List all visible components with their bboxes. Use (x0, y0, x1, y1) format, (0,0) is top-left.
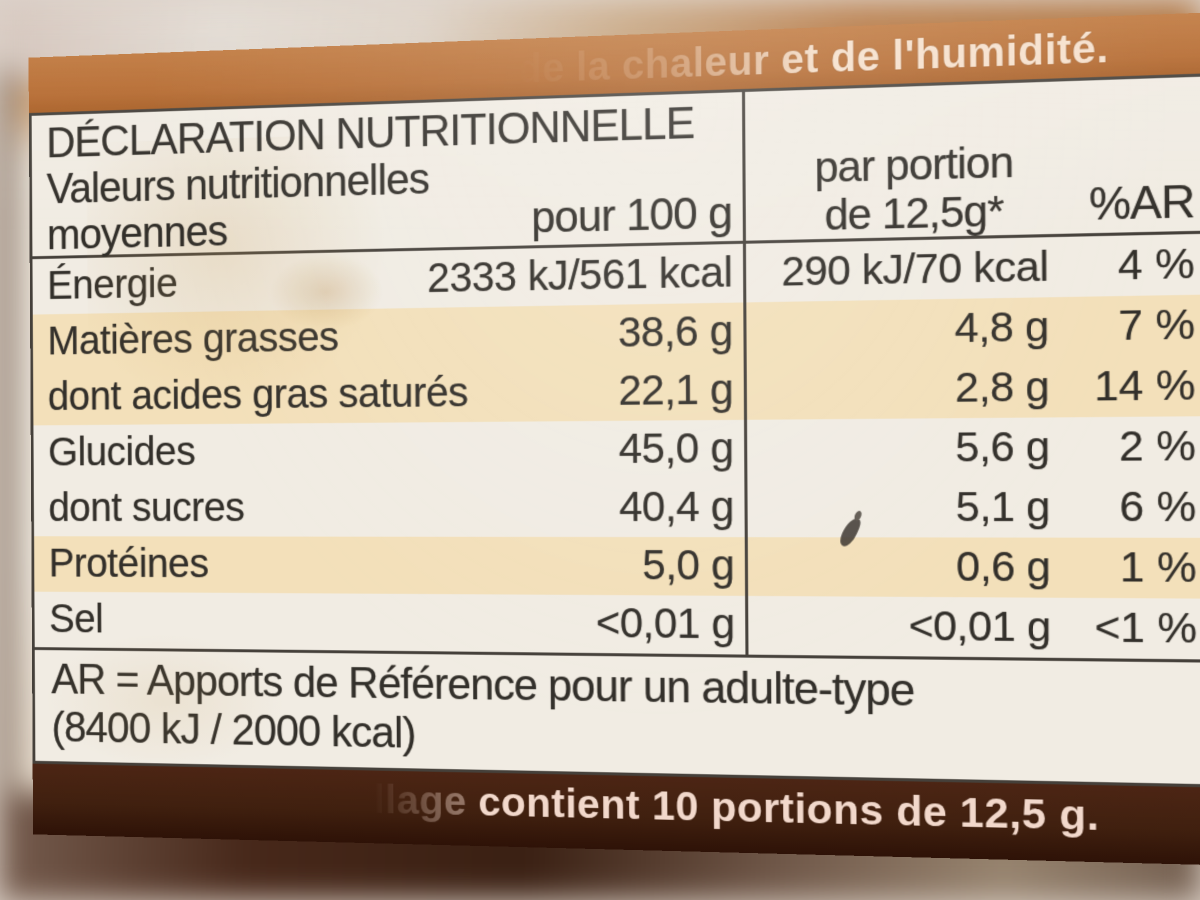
row-left-cell: Matières grasses 38,6 g (33, 307, 743, 370)
nutrient-label: Glucides (48, 428, 196, 475)
per-100g-value: 2333 kJ/561 kcal (427, 248, 733, 301)
header-right-cell: par portion de 12,5g* %AR (741, 76, 1200, 241)
per-portion-line1: par portion (814, 137, 1014, 192)
per-100g-value: 22,1 g (618, 365, 734, 414)
per-100g-value: 45,0 g (618, 423, 734, 472)
per-portion-value: <0,01 g (908, 601, 1051, 651)
table-body: Énergie 2333 kJ/561 kcal 290 kJ/70 kcal … (32, 233, 1200, 663)
row-left-cell: Protéines 5,0 g (34, 540, 744, 596)
portions-info-text: llage contient 10 portions de 12,5 g. (374, 776, 1100, 840)
row-right-cell: 5,6 g 2 % (743, 416, 1200, 479)
percent-ar-value: 4 % (1117, 239, 1195, 289)
blurred-left-edge (0, 70, 16, 830)
per-portion-value: 290 kJ/70 kcal (781, 242, 1049, 295)
nutrient-label: Énergie (47, 259, 178, 308)
row-left-cell: dont acides gras saturés 22,1 g (33, 365, 743, 425)
nutrient-label: Protéines (48, 540, 209, 586)
nutrient-label: dont sucres (48, 484, 245, 530)
row-right-cell: 0,6 g 1 % (744, 537, 1200, 599)
per-portion-value: 4,8 g (954, 302, 1049, 352)
table-row-sucres: dont sucres 40,4 g 5,1 g 6 % (34, 477, 1200, 538)
row-right-cell: <0,01 g <1 % (744, 595, 1200, 660)
table-row-glucides: Glucides 45,0 g 5,6 g 2 % (33, 416, 1200, 481)
row-left-cell: dont sucres 40,4 g (34, 483, 744, 538)
per-portion-value: 5,1 g (955, 482, 1051, 531)
per-100g-value: 5,0 g (642, 541, 735, 589)
portions-info-main: contient 10 portions de 12,5 g. (478, 778, 1100, 840)
column-header-per-100g: pour 100 g (531, 188, 733, 243)
nutrient-label: dont acides gras saturés (47, 368, 469, 419)
nutrition-declaration-label: DÉCLARATION NUTRITIONNELLE Valeurs nutri… (28, 73, 1200, 788)
per-portion-line2: de 12,5g* (824, 186, 1004, 239)
per-portion-value: 2,8 g (954, 362, 1050, 411)
per-portion-value: 5,6 g (955, 422, 1050, 471)
table-footnote: AR = Apports de Référence pour un adulte… (35, 650, 1200, 784)
percent-ar-value: 2 % (1119, 421, 1197, 471)
per-100g-value: 40,4 g (618, 482, 734, 531)
row-right-cell: 5,1 g 6 % (743, 477, 1200, 538)
column-header-percent-ar: %AR (1088, 176, 1195, 231)
table-row-proteines: Protéines 5,0 g 0,6 g 1 % (34, 536, 1200, 599)
cutoff-word-fragment: llage (373, 776, 467, 824)
row-left-cell: Sel <0,01 g (34, 595, 745, 654)
table-row-sel: Sel <0,01 g <0,01 g <1 % (34, 592, 1200, 660)
photo-of-nutrition-label: de la chaleur et de l'humidité. DÉCLARAT… (28, 12, 1200, 866)
percent-ar-value: 6 % (1119, 482, 1197, 531)
row-left-cell: Glucides 45,0 g (33, 424, 743, 481)
per-100g-value: <0,01 g (595, 599, 735, 648)
per-portion-value: 0,6 g (956, 542, 1051, 591)
per-100g-value: 38,6 g (617, 306, 733, 356)
nutrient-label: Matières grasses (47, 313, 339, 364)
nutrient-label: Sel (48, 595, 104, 642)
header-left-cell: DÉCLARATION NUTRITIONNELLE Valeurs nutri… (32, 92, 743, 259)
percent-ar-value: 7 % (1118, 300, 1196, 350)
row-right-cell: 4,8 g 7 % (742, 294, 1200, 362)
percent-ar-value: 14 % (1094, 360, 1196, 410)
percent-ar-value: <1 % (1094, 603, 1198, 653)
row-right-cell: 2,8 g 14 % (743, 355, 1200, 420)
row-right-cell: 290 kJ/70 kcal 4 % (742, 233, 1200, 303)
percent-ar-value: 1 % (1119, 542, 1197, 592)
column-header-per-portion: par portion de 12,5g* (745, 136, 1086, 241)
